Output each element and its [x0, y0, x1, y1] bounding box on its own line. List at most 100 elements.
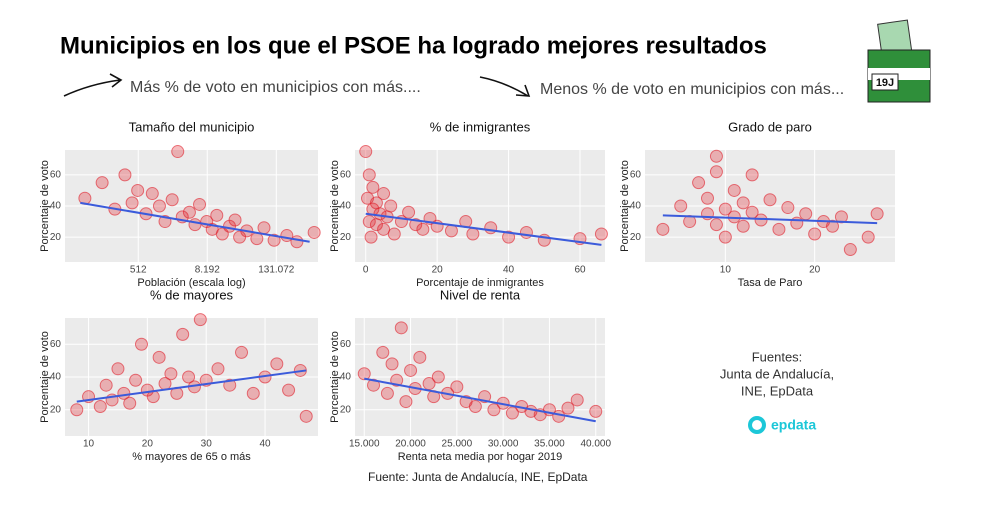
point: [692, 176, 706, 190]
point: [362, 215, 376, 229]
point: [736, 219, 750, 233]
y-tick-label: 20: [340, 232, 352, 243]
trend-line: [80, 201, 310, 243]
point: [772, 222, 786, 236]
x-tick-label: 40: [503, 265, 515, 276]
point: [118, 168, 132, 182]
panel-title: Tamaño del municipio: [129, 119, 255, 134]
point: [718, 202, 732, 216]
point: [450, 380, 464, 394]
point: [111, 362, 125, 376]
point: [246, 386, 260, 400]
y-axis-label: Porcentaje de voto: [39, 160, 51, 252]
point: [235, 345, 249, 359]
point: [466, 227, 480, 241]
y-tick-label: 60: [50, 339, 62, 350]
caption: Menos % de voto en municipios con más...: [540, 81, 844, 98]
point: [282, 383, 296, 397]
x-tick-label: 20: [432, 265, 444, 276]
point: [290, 235, 304, 249]
point: [270, 357, 284, 371]
trend-line: [365, 212, 602, 246]
x-tick-label: 35.000: [534, 439, 565, 450]
point: [193, 197, 207, 211]
point: [870, 207, 884, 221]
point: [257, 221, 271, 235]
point: [709, 218, 723, 232]
point: [763, 193, 777, 207]
point: [404, 363, 418, 377]
point: [502, 230, 516, 244]
point: [387, 227, 401, 241]
x-tick-label: 20: [809, 265, 821, 276]
x-tick-label: 15.000: [349, 439, 380, 450]
ballot-box: 19J: [867, 19, 931, 103]
x-tick-label: 131.072: [258, 265, 295, 276]
point: [656, 222, 670, 236]
point: [131, 183, 145, 197]
x-tick-label: 30.000: [488, 439, 519, 450]
y-axis-label: Porcentaje de voto: [619, 160, 631, 252]
point: [152, 350, 166, 364]
y-tick-label: 60: [630, 170, 642, 181]
y-tick-label: 20: [630, 232, 642, 243]
point: [709, 149, 723, 163]
x-tick-label: 0: [363, 265, 369, 276]
point: [402, 205, 416, 219]
trend-line: [364, 377, 596, 423]
x-tick-label: 20.000: [395, 439, 426, 450]
sources-line: Fuentes:: [752, 349, 803, 364]
point: [826, 219, 839, 233]
point: [377, 222, 391, 236]
y-tick-label: 60: [340, 170, 352, 181]
main-title: Municipios en los que el PSOE ha logrado…: [60, 32, 767, 59]
x-axis-label: Porcentaje de inmigrantes: [416, 277, 544, 289]
x-tick-label: 60: [574, 265, 586, 276]
panel-title: % de inmigrantes: [430, 119, 531, 134]
logo: epdata: [771, 417, 816, 433]
x-tick-label: 512: [130, 265, 147, 276]
point: [745, 168, 759, 182]
point: [385, 357, 399, 371]
x-tick-label: 40: [259, 439, 271, 450]
point: [416, 222, 430, 236]
point: [210, 208, 224, 222]
y-tick-label: 40: [340, 372, 352, 383]
point: [674, 199, 688, 213]
point: [380, 386, 394, 400]
point: [413, 350, 427, 364]
point: [95, 176, 109, 190]
point: [228, 213, 242, 227]
point: [129, 373, 143, 387]
panel-title: % de mayores: [150, 287, 234, 302]
x-axis-label: Población (escala log): [137, 277, 245, 289]
y-tick-label: 40: [630, 201, 642, 212]
point: [362, 168, 376, 182]
point: [718, 230, 732, 244]
point: [431, 370, 445, 384]
footer: Fuente: Junta de Andalucía, INE, EpData: [368, 470, 588, 484]
point: [736, 196, 750, 210]
y-tick-label: 40: [50, 372, 62, 383]
point: [165, 193, 179, 207]
point: [377, 187, 391, 201]
point: [364, 230, 378, 244]
point: [808, 227, 822, 241]
point: [70, 403, 84, 417]
x-tick-label: 30: [201, 439, 213, 450]
point: [399, 395, 413, 409]
y-tick-label: 40: [50, 201, 62, 212]
point: [843, 243, 857, 257]
point: [134, 337, 148, 351]
point: [701, 191, 714, 205]
y-axis-label: Porcentaje de voto: [329, 331, 341, 423]
y-tick-label: 60: [50, 170, 62, 181]
logo-icon: [748, 416, 766, 434]
arrow: [479, 76, 531, 97]
point: [781, 201, 795, 215]
point: [123, 396, 137, 410]
y-axis-label: Porcentaje de voto: [39, 331, 51, 423]
x-tick-label: 40.000: [580, 439, 611, 450]
point: [93, 400, 107, 413]
